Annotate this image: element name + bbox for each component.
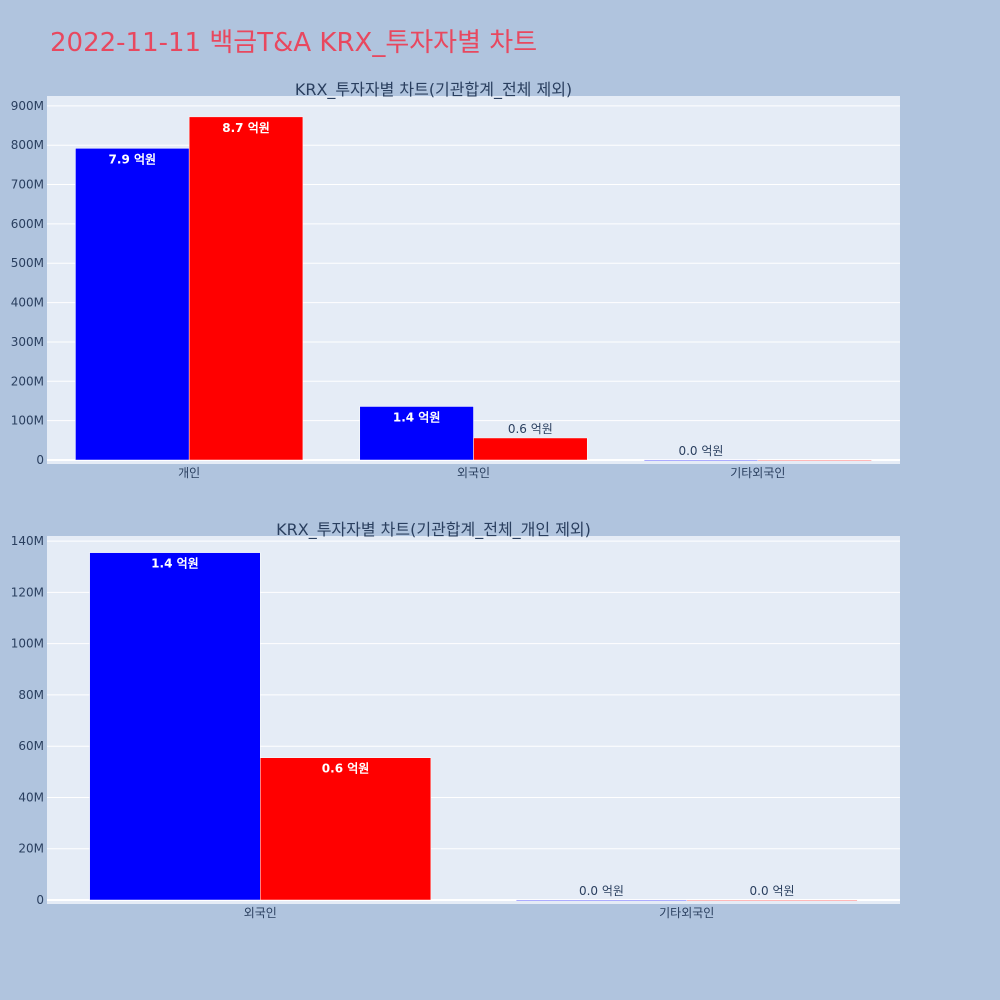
page-title: 2022-11-11 백금T&A KRX_투자자별 차트	[50, 28, 538, 58]
chart1-data-label: 8.7 억원	[222, 121, 270, 135]
chart1-y-tick-label: 0	[36, 453, 44, 467]
chart2-y-tick-label: 80M	[18, 688, 44, 702]
chart2-y-tick-label: 20M	[18, 842, 44, 856]
chart2-bar-blue-0[interactable]	[89, 552, 261, 901]
chart2-data-label: 1.4 억원	[151, 557, 199, 571]
chart2-bar-red-0[interactable]	[260, 757, 432, 901]
chart1-y-tick-label: 100M	[11, 414, 44, 428]
chart1-y-tick-label: 200M	[11, 374, 44, 388]
chart2-y-tick-label: 100M	[11, 637, 44, 651]
chart1-y-tick-label: 500M	[11, 256, 44, 270]
chart1-bar-blue-1[interactable]	[359, 406, 474, 461]
chart-investor-excluding-institution: 0 100M 200M 300M 400M 500M 600M 700M 800M 900M KRX…	[11, 80, 900, 480]
chart2-x-tick-label: 외국인	[244, 906, 277, 920]
chart1-title: KRX_투자자별 차트(기관합계_전체 제외)	[295, 80, 572, 100]
chart2-data-label: 0.6 억원	[322, 762, 370, 776]
chart1-bar-red-0[interactable]	[188, 116, 304, 461]
chart2-bar-blue-1[interactable]	[515, 899, 688, 901]
chart1-bar-blue-0[interactable]	[75, 148, 190, 461]
chart1-bar-red-1[interactable]	[473, 437, 588, 461]
chart2-y-tick-label: 120M	[11, 585, 44, 599]
chart1-x-tick-label: 외국인	[457, 466, 490, 480]
chart1-y-tick-label: 900M	[11, 99, 44, 113]
chart1-y-tick-label: 700M	[11, 178, 44, 192]
chart1-y-tick-label: 400M	[11, 296, 44, 310]
chart2-x-tick-label: 기타외국인	[659, 906, 714, 920]
chart2-y-tick-label: 0	[36, 893, 44, 907]
chart1-y-tick-label: 600M	[11, 217, 44, 231]
chart2-y-tick-label: 140M	[11, 534, 44, 548]
chart2-y-tick-label: 60M	[18, 739, 44, 753]
chart2-bar-red-1[interactable]	[686, 899, 858, 902]
chart1-y-tick-label: 300M	[11, 335, 44, 349]
chart1-data-label: 7.9 억원	[109, 152, 157, 166]
chart1-x-tick-label: 개인	[178, 466, 200, 480]
chart1-bar-red-2[interactable]	[757, 459, 872, 462]
chart1-data-label: 1.4 억원	[393, 410, 441, 424]
chart2-data-label: 0.0 억원	[579, 884, 624, 898]
chart2-title: KRX_투자자별 차트(기관합계_전체_개인 제외)	[276, 520, 591, 540]
chart1-y-tick-label: 800M	[11, 138, 44, 152]
chart2-data-label: 0.0 억원	[750, 884, 795, 898]
chart2-y-tick-label: 40M	[18, 790, 44, 804]
chart1-data-label: 0.0 억원	[678, 444, 723, 458]
chart1-x-tick-label: 기타외국인	[730, 466, 785, 480]
chart1-data-label: 0.6 억원	[508, 422, 553, 436]
